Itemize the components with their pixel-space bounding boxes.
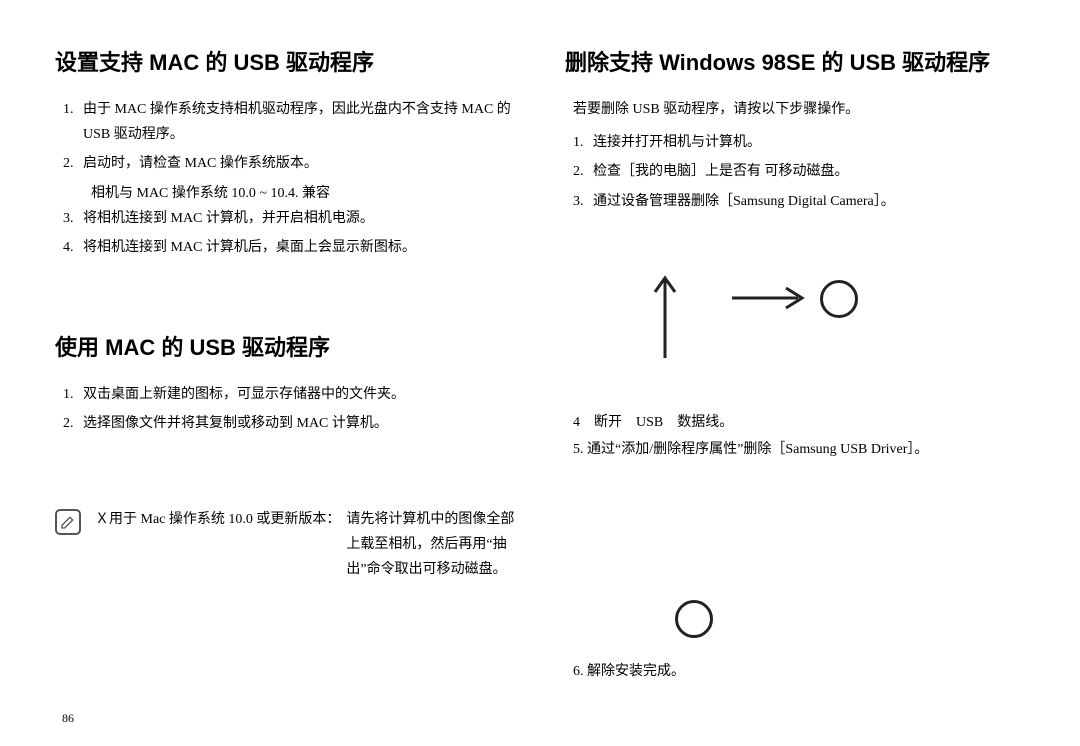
heading-mac-setup: 设置支持 MAC 的 USB 驱动程序 <box>55 45 515 77</box>
note-box: Ｘ用于 Mac 操作系统 10.0 或更新版本： 请先将计算机中的图像全部上载至… <box>55 507 515 583</box>
list-win98-top: 1. 连接并打开相机与计算机。 2. 检查［我的电脑］上是否有 可移动磁盘。 3. 通… <box>573 130 1025 214</box>
list-item: 2. 选择图像文件并将其复制或移动到 MAC 计算机。 <box>63 411 515 436</box>
list-item: 3. 通过设备管理器删除［Samsung Digital Camera］。 <box>573 189 1025 214</box>
item-subtext: 相机与 MAC 操作系统 10.0 ~ 10.4. 兼容 <box>63 181 515 206</box>
list-mac-setup: 1. 由于 MAC 操作系统支持相机驱动程序，因此光盘内不含支持 MAC 的 US… <box>63 97 515 260</box>
list-item: 5. 通过“添加/删除程序属性”删除［Samsung USB Driver］。 <box>573 437 928 464</box>
list-item: 3. 将相机连接到 MAC 计算机，并开启相机电源。 <box>63 206 515 231</box>
item-text: 通过设备管理器删除［Samsung Digital Camera］。 <box>593 194 895 209</box>
left-column: 设置支持 MAC 的 USB 驱动程序 1. 由于 MAC 操作系统支持相机驱动程… <box>55 45 540 716</box>
pencil-icon <box>60 514 76 530</box>
item-num: 2. <box>573 159 584 184</box>
page-number: 86 <box>62 711 74 726</box>
item-text: 检查［我的电脑］上是否有 可移动磁盘。 <box>593 164 849 179</box>
item-text: 双击桌面上新建的图标，可显示存储器中的文件夹。 <box>83 387 405 402</box>
item-text: 启动时，请检查 MAC 操作系统版本。 <box>83 156 318 171</box>
item-num: 4. <box>63 235 74 260</box>
list-mac-use: 1. 双击桌面上新建的图标，可显示存储器中的文件夹。 2. 选择图像文件并将其复制或… <box>63 382 515 436</box>
item-num: 3. <box>63 206 74 231</box>
heading-win98: 删除支持 Windows 98SE 的 USB 驱动程序 <box>565 45 1025 77</box>
item-num: 1. <box>573 130 584 155</box>
item-num: 1. <box>63 382 74 407</box>
circle-icon <box>820 280 858 318</box>
list-item: 2. 启动时，请检查 MAC 操作系统版本。 <box>63 151 515 176</box>
intro-text: 若要删除 USB 驱动程序，请按以下步骤操作。 <box>573 97 1025 122</box>
note-body: 请先将计算机中的图像全部上载至相机，然后再用“抽出”命令取出可移动磁盘。 <box>340 507 515 583</box>
right-column: 删除支持 Windows 98SE 的 USB 驱动程序 若要删除 USB 驱动… <box>540 45 1025 716</box>
list-win98-mid: 4 断开 USB 数据线。 5. 通过“添加/删除程序属性”删除［Samsung… <box>573 410 928 463</box>
item-text: 将相机连接到 MAC 计算机后，桌面上会显示新图标。 <box>83 240 416 255</box>
item-text: 选择图像文件并将其复制或移动到 MAC 计算机。 <box>83 416 388 431</box>
item-text: 连接并打开相机与计算机。 <box>593 135 761 150</box>
section-mac-setup: 设置支持 MAC 的 USB 驱动程序 1. 由于 MAC 操作系统支持相机驱动程… <box>55 45 515 260</box>
item-num: 1. <box>63 97 74 122</box>
list-item: 1. 由于 MAC 操作系统支持相机驱动程序，因此光盘内不含支持 MAC 的 US… <box>63 97 515 147</box>
page: 设置支持 MAC 的 USB 驱动程序 1. 由于 MAC 操作系统支持相机驱动程… <box>0 0 1080 746</box>
note-icon <box>55 509 81 535</box>
item-num: 3. <box>573 189 584 214</box>
circle-icon <box>675 600 713 638</box>
list-item: 1. 连接并打开相机与计算机。 <box>573 130 1025 155</box>
list-item-6: 6. 解除安装完成。 <box>573 660 685 680</box>
list-item: 4 断开 USB 数据线。 <box>573 410 928 437</box>
item-num: 2. <box>63 411 74 436</box>
list-item: 4. 将相机连接到 MAC 计算机后，桌面上会显示新图标。 <box>63 235 515 260</box>
arrow-right-icon <box>730 283 808 313</box>
section-mac-use: 使用 MAC 的 USB 驱动程序 1. 双击桌面上新建的图标，可显示存储器中的文… <box>55 330 515 436</box>
heading-mac-use: 使用 MAC 的 USB 驱动程序 <box>55 330 515 362</box>
list-item: 2. 检查［我的电脑］上是否有 可移动磁盘。 <box>573 159 1025 184</box>
item-text: 将相机连接到 MAC 计算机，并开启相机电源。 <box>83 211 374 226</box>
note-text: Ｘ用于 Mac 操作系统 10.0 或更新版本： 请先将计算机中的图像全部上载至… <box>95 507 515 583</box>
list-item: 1. 双击桌面上新建的图标，可显示存储器中的文件夹。 <box>63 382 515 407</box>
item-text: 由于 MAC 操作系统支持相机驱动程序，因此光盘内不含支持 MAC 的 USB … <box>83 102 511 142</box>
arrow-up-icon <box>650 270 680 360</box>
item-num: 2. <box>63 151 74 176</box>
diagram-unplug <box>610 265 930 375</box>
note-label: Ｘ用于 Mac 操作系统 10.0 或更新版本： <box>95 507 340 583</box>
